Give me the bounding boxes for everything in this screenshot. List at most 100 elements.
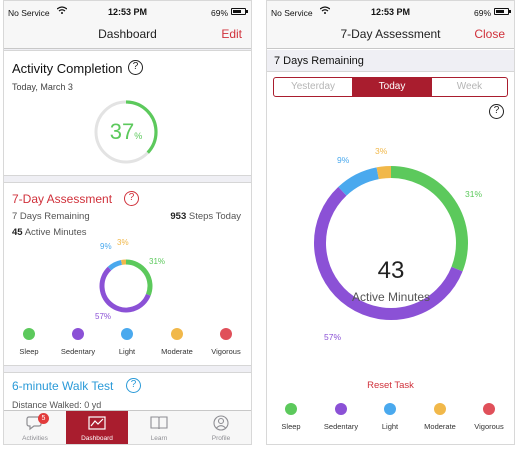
reset-task-button[interactable]: Reset Task bbox=[367, 380, 414, 391]
legend-item-sedentary: Sedentary bbox=[311, 403, 371, 431]
legend-label: Sleep bbox=[281, 422, 301, 431]
legend-item-light: Light bbox=[97, 328, 157, 356]
walk-test-card[interactable]: 6-minute Walk Test ? Distance Walked: 0 … bbox=[4, 372, 251, 417]
sedentary-percent-label: 57% bbox=[95, 312, 112, 321]
light-percent-label: 9% bbox=[337, 155, 350, 165]
legend-label: Sedentary bbox=[323, 422, 359, 431]
sedentary-segment bbox=[314, 186, 463, 320]
sedentary-segment bbox=[99, 266, 151, 313]
page-title: 7-Day Assessment bbox=[340, 27, 441, 41]
legend-label: Moderate bbox=[424, 422, 456, 431]
legend-item-vigorous: Vigorous bbox=[196, 328, 251, 356]
light-color-dot bbox=[384, 403, 396, 415]
close-button[interactable]: Close bbox=[474, 27, 505, 41]
sleep-color-dot bbox=[23, 328, 35, 340]
days-remaining: 7 Days Remaining bbox=[12, 211, 90, 222]
legend-label: Sedentary bbox=[60, 347, 96, 356]
days-remaining: 7 Days Remaining bbox=[274, 55, 364, 67]
activity-breakdown-chart bbox=[99, 259, 153, 313]
battery-percent: 69% bbox=[210, 8, 228, 18]
tab-dashboard[interactable]: Dashboard bbox=[66, 411, 128, 444]
sleep-segment bbox=[390, 166, 468, 272]
help-icon[interactable]: ? bbox=[128, 60, 143, 75]
activity-percent: 37% bbox=[109, 119, 143, 144]
sleep-percent-label: 31% bbox=[149, 257, 166, 266]
clock: 12:53 PM bbox=[370, 7, 411, 17]
sedentary-percent-label: 57% bbox=[324, 332, 342, 342]
sleep-percent-label: 31% bbox=[465, 189, 483, 199]
vigorous-color-dot bbox=[220, 328, 232, 340]
sedentary-color-dot bbox=[72, 328, 84, 340]
active-minutes-value: 43 bbox=[377, 257, 405, 284]
wifi-icon bbox=[57, 6, 67, 14]
moderate-color-dot bbox=[171, 328, 183, 340]
battery-icon bbox=[494, 8, 511, 15]
legend-label: Vigorous bbox=[211, 347, 241, 356]
navigation-bar: 7-Day Assessment Close bbox=[267, 21, 514, 49]
carrier-label: No Service bbox=[8, 8, 50, 18]
legend-item-sedentary: Sedentary bbox=[48, 328, 108, 356]
moderate-percent-label: 3% bbox=[117, 238, 129, 247]
light-color-dot bbox=[121, 328, 133, 340]
assessment-title: 7-Day Assessment bbox=[12, 192, 113, 206]
sleep-segment bbox=[125, 259, 153, 296]
moderate-segment bbox=[376, 166, 392, 180]
wifi-icon bbox=[320, 6, 330, 14]
help-icon[interactable]: ? bbox=[489, 104, 504, 119]
dashboard-screen: No Service 12:53 PM 69% Dashboard Edit A… bbox=[3, 0, 252, 445]
legend-label: Vigorous bbox=[474, 422, 504, 431]
legend-label: Light bbox=[118, 347, 136, 356]
legend-label: Moderate bbox=[161, 347, 193, 356]
steps-today: 953 Steps Today bbox=[170, 211, 241, 222]
assessment-card[interactable]: 7-Day Assessment ? 7 Days Remaining 953 … bbox=[4, 182, 251, 366]
carrier-label: No Service bbox=[271, 8, 313, 18]
assessment-screen: No Service 12:53 PM 69% 7-Day Assessment… bbox=[266, 0, 515, 445]
distance-walked: Distance Walked: 0 yd bbox=[12, 400, 102, 410]
moderate-percent-label: 3% bbox=[375, 146, 388, 156]
legend-label: Sleep bbox=[19, 347, 39, 356]
dashboard-icon bbox=[88, 416, 106, 430]
activity-title: Activity Completion bbox=[12, 61, 123, 76]
sedentary-color-dot bbox=[335, 403, 347, 415]
battery-icon bbox=[231, 8, 248, 15]
legend-item-moderate: Moderate bbox=[410, 403, 470, 431]
battery-percent: 69% bbox=[473, 8, 491, 18]
assessment-header: 7 Days Remaining bbox=[267, 50, 514, 72]
segment-today[interactable]: Today bbox=[353, 78, 431, 96]
legend-item-vigorous: Vigorous bbox=[459, 403, 514, 431]
activity-completion-card[interactable]: Activity Completion ? Today, March 3 37% bbox=[4, 50, 251, 176]
activity-progress-ring bbox=[94, 100, 158, 164]
activity-date: Today, March 3 bbox=[12, 82, 73, 92]
activities-badge: 5 bbox=[38, 413, 49, 424]
segment-yesterday[interactable]: Yesterday bbox=[290, 81, 336, 92]
walk-test-title: 6-minute Walk Test bbox=[12, 379, 114, 393]
legend-item-sleep: Sleep bbox=[267, 403, 321, 431]
status-bar: No Service 12:53 PM 69% bbox=[267, 1, 514, 21]
tab-profile[interactable]: Profile bbox=[190, 411, 251, 444]
light-percent-label: 9% bbox=[100, 242, 112, 251]
status-bar: No Service 12:53 PM 69% bbox=[4, 1, 251, 21]
legend-item-moderate: Moderate bbox=[147, 328, 207, 356]
legend-item-light: Light bbox=[360, 403, 420, 431]
activity-breakdown-chart bbox=[314, 166, 468, 320]
tab-activities[interactable]: 5 Activities bbox=[22, 413, 49, 442]
book-icon bbox=[150, 416, 168, 430]
active-minutes: 45 Active Minutes bbox=[12, 227, 87, 238]
help-icon[interactable]: ? bbox=[126, 378, 141, 393]
tab-learn[interactable]: Learn bbox=[128, 411, 190, 444]
vigorous-color-dot bbox=[483, 403, 495, 415]
edit-button[interactable]: Edit bbox=[221, 27, 242, 41]
help-icon[interactable]: ? bbox=[124, 191, 139, 206]
profile-icon bbox=[213, 415, 229, 431]
moderate-color-dot bbox=[434, 403, 446, 415]
light-segment bbox=[338, 167, 380, 196]
page-title: Dashboard bbox=[98, 27, 157, 41]
segment-week[interactable]: Week bbox=[456, 81, 483, 92]
tab-bar: 5 Activities Dashboard Learn Profile bbox=[4, 410, 251, 444]
legend-item-sleep: Sleep bbox=[4, 328, 59, 356]
light-segment bbox=[107, 259, 123, 271]
period-segmented-control: Yesterday Today Week bbox=[273, 77, 508, 97]
active-minutes-label: Active Minutes bbox=[351, 290, 431, 304]
legend-label: Light bbox=[381, 422, 399, 431]
navigation-bar: Dashboard Edit bbox=[4, 21, 251, 49]
